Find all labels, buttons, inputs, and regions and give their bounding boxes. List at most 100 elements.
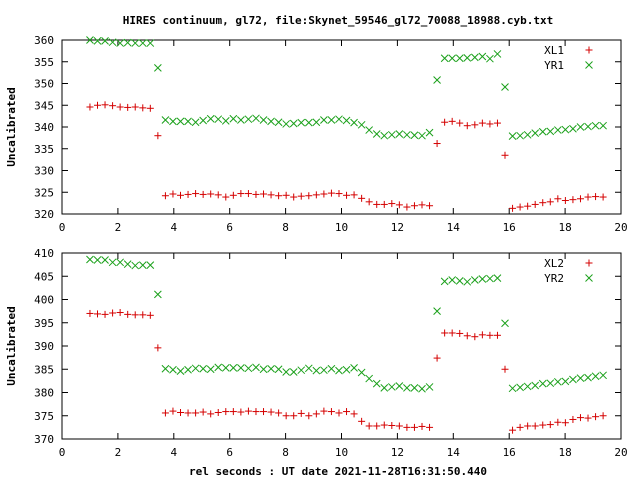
- data-point: [237, 190, 245, 198]
- y-tick-label: 330: [34, 165, 54, 178]
- data-point: [108, 258, 117, 267]
- data-point: [86, 255, 94, 264]
- data-point: [116, 258, 124, 267]
- data-point: [229, 364, 238, 372]
- data-point: [327, 116, 336, 124]
- data-point: [576, 374, 585, 382]
- data-point: [335, 190, 343, 198]
- data-point: [425, 383, 434, 391]
- y-tick-label: 405: [34, 270, 54, 283]
- data-point: [365, 198, 373, 206]
- x-tick-label: 4: [170, 221, 177, 234]
- x-axis-label: rel seconds : UT date 2021-11-28T16:31:5…: [189, 465, 487, 478]
- data-point: [116, 309, 124, 317]
- data-point: [599, 193, 607, 201]
- data-point: [501, 319, 509, 328]
- data-point: [259, 365, 268, 374]
- data-point: [509, 204, 517, 212]
- data-point: [86, 309, 94, 317]
- data-point: [138, 261, 147, 269]
- data-point: [561, 377, 570, 386]
- data-point: [463, 122, 471, 130]
- data-point: [305, 412, 313, 420]
- x-tick-label: 16: [503, 221, 516, 234]
- series-yr1: [86, 36, 607, 140]
- data-point: [214, 191, 222, 199]
- data-point: [214, 115, 223, 124]
- data-point: [312, 118, 321, 127]
- data-point: [131, 39, 140, 47]
- data-point: [304, 118, 313, 127]
- data-point: [229, 114, 238, 123]
- data-point: [546, 127, 555, 136]
- data-point: [486, 331, 494, 339]
- data-point: [86, 36, 94, 44]
- data-point: [222, 193, 230, 201]
- data-point: [591, 121, 600, 130]
- data-point: [161, 116, 170, 124]
- data-point: [403, 383, 411, 392]
- data-point: [357, 120, 366, 129]
- data-point: [199, 116, 208, 125]
- data-point: [214, 363, 223, 372]
- data-point: [395, 130, 404, 138]
- data-point: [244, 407, 252, 415]
- data-point: [176, 117, 185, 126]
- data-point: [312, 191, 320, 199]
- y-axis-label: Uncalibrated: [5, 306, 18, 385]
- data-point: [252, 363, 260, 372]
- data-point: [327, 189, 335, 197]
- data-point: [508, 384, 517, 393]
- data-point: [365, 374, 374, 383]
- data-point: [486, 274, 494, 283]
- data-point: [478, 275, 487, 283]
- data-point: [561, 419, 569, 427]
- data-point: [297, 366, 306, 375]
- data-point: [486, 54, 494, 63]
- data-point: [161, 192, 169, 200]
- data-point: [493, 331, 501, 339]
- data-point: [191, 364, 200, 373]
- data-point: [440, 277, 449, 286]
- data-point: [327, 364, 336, 373]
- data-point: [486, 120, 494, 128]
- data-point: [478, 52, 487, 61]
- data-point: [244, 190, 252, 198]
- data-point: [531, 422, 539, 430]
- data-point: [592, 193, 600, 201]
- data-point: [531, 381, 540, 390]
- y-tick-label: 370: [34, 433, 54, 446]
- data-point: [154, 63, 162, 72]
- y-tick-label: 345: [34, 99, 54, 112]
- data-point: [470, 53, 479, 62]
- data-point: [576, 123, 585, 131]
- data-point: [380, 383, 389, 392]
- data-point: [275, 409, 283, 417]
- data-point: [410, 202, 418, 210]
- data-point: [116, 103, 124, 111]
- data-point: [373, 200, 381, 208]
- data-point: [191, 118, 200, 127]
- data-point: [508, 132, 517, 140]
- data-point: [282, 191, 290, 199]
- x-tick-label: 2: [115, 221, 122, 234]
- data-point: [463, 277, 472, 286]
- data-point: [93, 101, 101, 109]
- data-point: [599, 412, 607, 420]
- data-point: [523, 382, 532, 391]
- x-tick-label: 20: [614, 446, 627, 459]
- x-tick-label: 14: [447, 446, 461, 459]
- series-xl1: [86, 101, 607, 212]
- y-tick-label: 410: [34, 247, 54, 260]
- data-point: [584, 414, 592, 422]
- data-point: [455, 277, 464, 285]
- x-tick-label: 10: [335, 446, 348, 459]
- data-point: [184, 409, 192, 417]
- data-point: [169, 365, 177, 374]
- data-point: [267, 364, 275, 373]
- data-point: [448, 276, 457, 284]
- data-point: [229, 408, 237, 416]
- data-point: [297, 118, 306, 127]
- data-point: [441, 118, 449, 126]
